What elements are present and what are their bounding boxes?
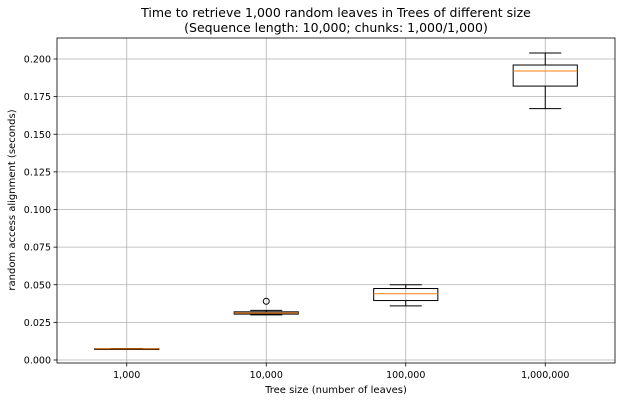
x-tick-label: 100,000 xyxy=(386,370,425,381)
y-tick-label: 0.200 xyxy=(24,55,51,66)
y-tick-label: 0.075 xyxy=(24,243,51,254)
box-plot-100000 xyxy=(373,284,439,307)
x-tick-label: 10,000 xyxy=(250,370,283,381)
y-tick-label: 0.150 xyxy=(24,130,51,141)
y-tick-label: 0.100 xyxy=(24,205,51,216)
box-plot-10000 xyxy=(233,297,299,316)
y-tick-label: 0.175 xyxy=(24,92,51,103)
x-axis-label: Tree size (number of leaves) xyxy=(264,385,407,396)
y-tick-label: 0.050 xyxy=(24,280,51,291)
box-plot-1000000 xyxy=(512,52,578,110)
x-tick-label: 1,000 xyxy=(113,370,140,381)
y-tick-label: 0.000 xyxy=(24,356,51,367)
plot-frame xyxy=(56,37,616,364)
y-tick-label: 0.125 xyxy=(24,167,51,178)
grid xyxy=(57,38,615,363)
box xyxy=(373,288,439,302)
chart-title: Time to retrieve 1,000 random leaves in … xyxy=(140,5,531,20)
x-axis-ticks: 1,000 10,000 100,000 1,000,000 xyxy=(113,363,569,381)
y-axis-label: random access alignment (seconds) xyxy=(7,109,18,290)
box-plot-1000 xyxy=(94,348,160,351)
chart-subtitle: (Sequence length: 10,000; chunks: 1,000/… xyxy=(184,20,488,35)
y-tick-label: 0.025 xyxy=(24,318,51,329)
outlier-point xyxy=(262,297,270,305)
y-axis-ticks: 0.000 0.025 0.050 0.075 0.100 0.125 0.150 0.175… xyxy=(24,55,57,367)
x-tick-label: 1,000,000 xyxy=(521,370,569,381)
box xyxy=(512,64,578,87)
boxes xyxy=(94,52,578,351)
